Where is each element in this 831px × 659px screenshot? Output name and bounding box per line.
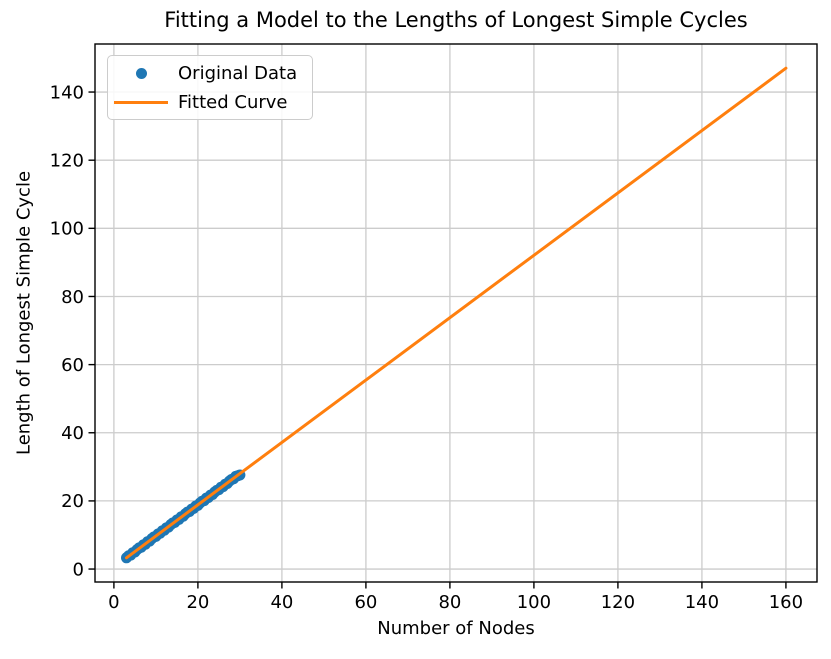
x-tick-label: 40 xyxy=(270,592,293,613)
axes-frame xyxy=(94,43,818,583)
x-tick-label: 140 xyxy=(685,592,719,613)
y-tick-label: 140 xyxy=(50,82,84,103)
legend-entry-fitted-curve: Fitted Curve xyxy=(108,91,312,114)
y-axis-label: Length of Longest Simple Cycle xyxy=(13,170,35,456)
y-tick-label: 100 xyxy=(50,219,84,240)
x-axis-label: Number of Nodes xyxy=(377,618,535,639)
x-tick-label: 120 xyxy=(601,592,635,613)
x-tick-label: 20 xyxy=(186,592,209,613)
scatter-marker-icon xyxy=(135,67,147,79)
x-tick-label: 160 xyxy=(769,592,803,613)
chart-title: Fitting a Model to the Lengths of Longes… xyxy=(164,8,748,32)
x-tick-label: 80 xyxy=(438,592,461,613)
y-tick-label: 20 xyxy=(61,491,84,512)
legend-entry-original-data: Original Data xyxy=(108,62,312,85)
legend-marker-col xyxy=(114,100,168,104)
x-tick-label: 0 xyxy=(108,592,119,613)
y-tick-label: 120 xyxy=(50,150,84,171)
y-tick-label: 0 xyxy=(73,559,84,580)
line-marker-icon xyxy=(114,100,168,104)
legend-label: Original Data xyxy=(178,62,298,84)
x-tick-label: 100 xyxy=(517,592,551,613)
y-tick-label: 80 xyxy=(61,287,84,308)
legend-label: Fitted Curve xyxy=(178,91,288,113)
legend: Original Data Fitted Curve xyxy=(107,55,313,120)
legend-marker-col xyxy=(114,67,168,79)
x-tick-label: 60 xyxy=(354,592,377,613)
y-tick-label: 40 xyxy=(61,423,84,444)
fitted-curve-line xyxy=(125,66,788,560)
y-tick-label: 60 xyxy=(61,355,84,376)
